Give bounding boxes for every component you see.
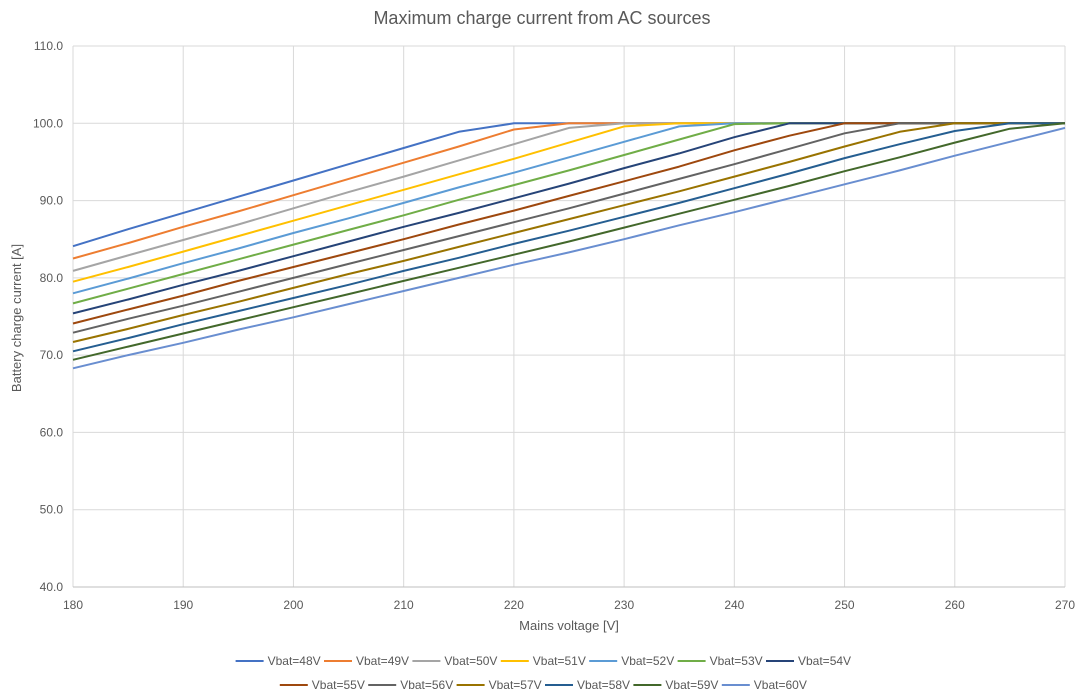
legend-label: Vbat=56V (400, 678, 453, 692)
series-line-vbat-57v (72, 122, 1065, 343)
legend-label: Vbat=53V (710, 654, 763, 668)
chart-title: Maximum charge current from AC sources (373, 8, 710, 28)
y-tick-label: 60.0 (40, 425, 64, 439)
y-tick-label: 80.0 (40, 271, 64, 285)
legend-label: Vbat=52V (621, 654, 674, 668)
legend-label: Vbat=51V (533, 654, 586, 668)
legend-label: Vbat=59V (665, 678, 718, 692)
x-tick-label: 190 (173, 598, 193, 612)
y-tick-label: 40.0 (40, 580, 64, 594)
series-line-vbat-53v (72, 122, 1065, 305)
legend-label: Vbat=55V (312, 678, 365, 692)
series-line-vbat-56v (72, 122, 1065, 334)
x-tick-label: 220 (504, 598, 524, 612)
y-tick-label: 70.0 (40, 348, 64, 362)
legend-label: Vbat=54V (798, 654, 851, 668)
x-tick-label: 250 (835, 598, 855, 612)
y-tick-label: 100.0 (33, 116, 63, 130)
x-axis-ticks: 180 190 200 210 220 230 240 250 260 270 (63, 598, 1075, 612)
y-axis-label: Battery charge current [A] (9, 244, 24, 392)
legend-label: Vbat=49V (356, 654, 409, 668)
legend-label: Vbat=50V (444, 654, 497, 668)
y-tick-label: 110.0 (34, 39, 63, 53)
y-axis-ticks: 40.0 50.0 60.0 70.0 80.0 90.0 100.0 110.0 (33, 39, 63, 594)
legend-label: Vbat=60V (754, 678, 807, 692)
y-tick-label: 90.0 (40, 194, 64, 208)
x-tick-label: 180 (63, 598, 83, 612)
legend: Vbat=48V Vbat=49V Vbat=50V Vbat=51V Vbat=52V… (235, 654, 851, 692)
x-tick-label: 260 (945, 598, 965, 612)
series-line-vbat-59v (72, 122, 1066, 361)
legend-label: Vbat=57V (489, 678, 542, 692)
legend-label: Vbat=58V (577, 678, 630, 692)
x-tick-label: 210 (394, 598, 414, 612)
series-line-vbat-60v (72, 126, 1066, 370)
series-line-vbat-50v (72, 122, 1065, 272)
x-axis-label: Mains voltage [V] (519, 618, 619, 633)
grid (72, 45, 1066, 588)
x-tick-label: 230 (614, 598, 634, 612)
y-tick-label: 50.0 (40, 503, 64, 517)
x-tick-label: 270 (1055, 598, 1075, 612)
legend-label: Vbat=48V (268, 654, 321, 668)
series-line-vbat-58v (72, 122, 1065, 353)
series-lines (72, 122, 1066, 370)
x-tick-label: 240 (724, 598, 744, 612)
x-tick-label: 200 (283, 598, 303, 612)
